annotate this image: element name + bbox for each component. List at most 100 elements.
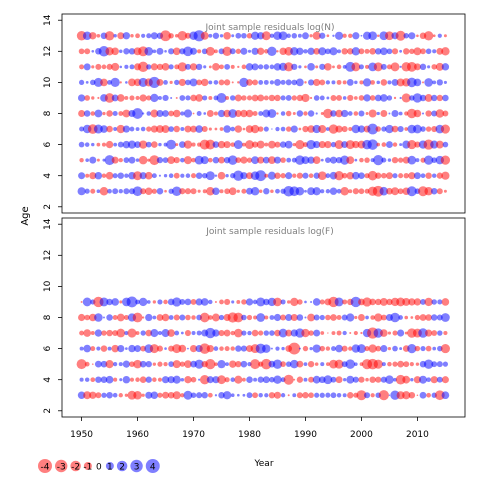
bubble-1996-age-11 (336, 64, 342, 70)
bubble-2011-age-12 (420, 48, 426, 55)
bubble-1989-age-5 (295, 155, 305, 165)
bubble-2010-age-9 (412, 93, 423, 103)
bubble-1976-age-9 (224, 298, 231, 305)
bubble-1993-age-9 (319, 95, 325, 101)
bubble-2005-age-9 (386, 298, 393, 306)
bubble-1967-age-3 (172, 391, 181, 400)
bubble-1988-age-13 (291, 33, 298, 39)
y-tick-label-4: 4 (43, 173, 53, 179)
bubble-1985-age-3 (273, 391, 282, 399)
bubble-1950-age-3 (77, 391, 86, 400)
bubble-1961-age-3 (141, 393, 145, 397)
bubble-1988-age-9 (290, 297, 299, 307)
bubble-1971-age-9 (195, 94, 203, 102)
bubble-1999-age-4 (352, 376, 359, 383)
bubble-1984-age-13 (269, 33, 275, 38)
bubble-1975-age-6 (219, 346, 224, 351)
bubble-1964-age-6 (156, 345, 163, 352)
bubble-2003-age-5 (373, 155, 384, 166)
bubble-1973-age-13 (208, 33, 213, 38)
bubble-2006-age-10 (391, 78, 399, 86)
bubble-1981-age-12 (251, 47, 259, 55)
bubble-2008-age-8 (404, 315, 409, 320)
bubble-2004-age-8 (380, 110, 388, 117)
bubble-1951-age-5 (84, 361, 90, 367)
bubble-1984-age-11 (269, 64, 275, 70)
bubble-2008-age-4 (402, 375, 411, 384)
bubble-1996-age-4 (335, 376, 343, 384)
bubble-1996-age-6 (335, 344, 343, 353)
bubble-2001-age-8 (365, 112, 369, 115)
bubble-1968-age-3 (180, 393, 185, 398)
bubble-1976-age-7 (223, 125, 231, 133)
bubble-1987-age-13 (286, 33, 291, 38)
bubble-2012-age-5 (423, 359, 434, 369)
bubble-1996-age-13 (334, 31, 344, 40)
x-tick-label-2000: 2000 (350, 430, 373, 440)
legend-bubble-0 (38, 459, 52, 473)
bubble-2005-age-9 (386, 95, 393, 101)
bubble-2006-age-5 (391, 156, 399, 164)
bubble-2013-age-9 (431, 94, 438, 102)
bubble-1982-age-10 (258, 79, 264, 85)
bubble-1984-age-4 (269, 376, 275, 383)
legend-bubble-5 (105, 462, 114, 470)
bubble-1995-age-4 (330, 376, 337, 383)
bubble-1969-age-8 (183, 109, 193, 118)
bubble-1961-age-9 (138, 297, 148, 307)
bubble-1975-age-4 (217, 171, 226, 180)
bubble-2006-age-7 (391, 125, 399, 133)
bubble-1992-age-6 (312, 344, 321, 353)
bubble-1989-age-4 (296, 376, 304, 383)
bubble-1996-age-10 (336, 79, 342, 85)
bubble-1979-age-5 (240, 360, 248, 368)
bubble-1954-age-3 (101, 392, 107, 398)
bubble-1961-age-4 (139, 172, 147, 180)
bubble-1968-age-5 (180, 157, 185, 163)
bubble-1977-age-6 (230, 346, 235, 351)
bubble-2005-age-13 (385, 31, 394, 41)
bubble-1973-age-7 (208, 127, 212, 131)
bubble-2010-age-6 (414, 141, 421, 148)
bubble-2007-age-13 (395, 30, 406, 41)
bubble-1995-age-10 (331, 80, 336, 85)
bubble-1959-age-4 (129, 377, 135, 382)
bubble-1958-age-11 (124, 64, 129, 69)
bubble-2010-age-5 (415, 158, 420, 163)
bubble-1959-age-5 (129, 361, 135, 367)
bubble-1981-age-5 (250, 359, 261, 370)
bubble-1963-age-12 (152, 49, 157, 54)
bubble-1962-age-3 (145, 391, 153, 399)
bubble-1989-age-6 (298, 347, 301, 350)
bubble-2003-age-8 (374, 313, 383, 322)
bubble-2004-age-5 (381, 157, 387, 163)
bubble-1971-age-4 (198, 378, 201, 381)
bubble-1967-age-8 (172, 109, 181, 118)
bubble-1977-age-4 (230, 377, 235, 382)
bubble-1977-age-5 (227, 155, 238, 165)
legend-label-4: 0 (96, 463, 102, 473)
bubble-2003-age-11 (373, 62, 383, 72)
bubble-1952-age-9 (91, 96, 95, 100)
bubble-1998-age-4 (346, 171, 354, 180)
bubble-1953-age-7 (93, 124, 103, 134)
bubble-2007-age-4 (395, 374, 406, 385)
bubble-1955-age-8 (106, 110, 113, 117)
bubble-1950-age-6 (78, 141, 85, 148)
bubble-1976-age-4 (225, 174, 229, 178)
bubble-1967-age-13 (174, 33, 179, 38)
bubble-1964-age-8 (156, 314, 164, 321)
bubble-2004-age-10 (380, 79, 388, 86)
bubble-1969-age-6 (187, 347, 189, 350)
bubble-1981-age-8 (252, 111, 258, 116)
bubble-2012-age-7 (425, 126, 432, 132)
bubble-2009-age-8 (407, 108, 417, 119)
bubble-1967-age-10 (174, 79, 180, 86)
bubble-1960-age-3 (133, 390, 142, 400)
bubble-1953-age-9 (97, 96, 100, 100)
bubble-1968-age-13 (177, 31, 188, 41)
bubble-2011-age-9 (420, 299, 426, 305)
bubble-2000-age-7 (360, 331, 363, 335)
bubble-1955-age-7 (106, 125, 113, 133)
bubble-1994-age-5 (326, 362, 330, 367)
